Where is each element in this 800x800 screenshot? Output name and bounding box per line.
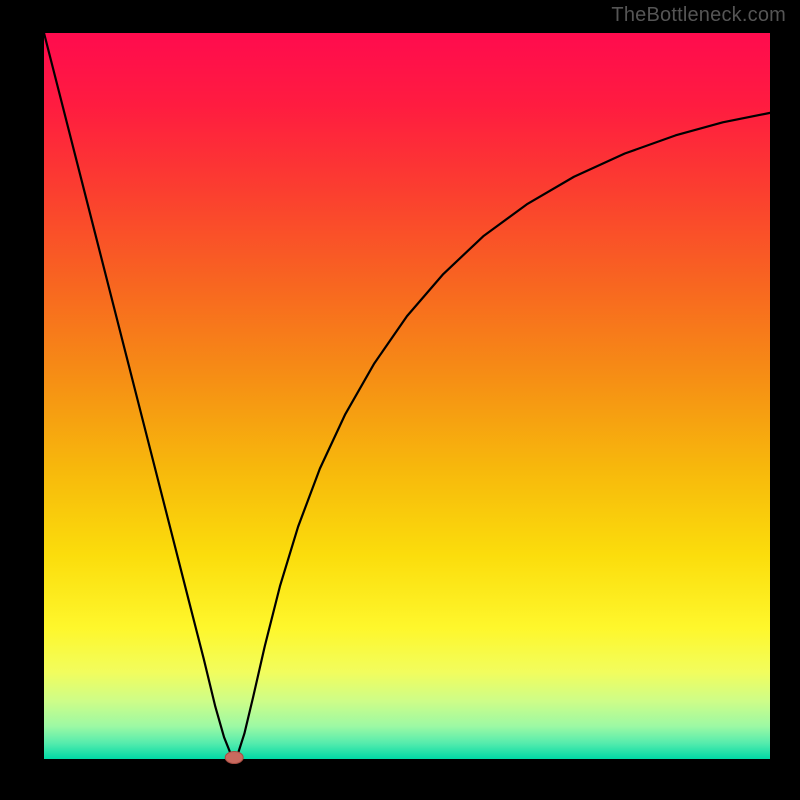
plot-background — [44, 33, 770, 759]
minimum-marker — [225, 752, 243, 764]
chart-canvas: TheBottleneck.com — [0, 0, 800, 800]
bottleneck-chart — [0, 0, 800, 800]
